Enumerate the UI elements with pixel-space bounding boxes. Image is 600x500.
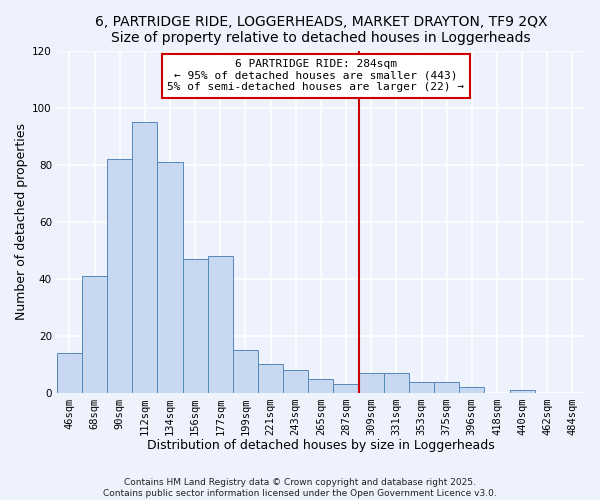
Bar: [182, 259, 208, 393]
Bar: [283, 370, 308, 393]
Bar: [132, 122, 157, 393]
Bar: [258, 364, 283, 393]
X-axis label: Distribution of detached houses by size in Loggerheads: Distribution of detached houses by size …: [147, 440, 495, 452]
Bar: [334, 384, 359, 393]
Bar: [308, 378, 334, 393]
Text: Contains HM Land Registry data © Crown copyright and database right 2025.
Contai: Contains HM Land Registry data © Crown c…: [103, 478, 497, 498]
Bar: [57, 353, 82, 393]
Bar: [384, 373, 409, 393]
Y-axis label: Number of detached properties: Number of detached properties: [15, 124, 28, 320]
Title: 6, PARTRIDGE RIDE, LOGGERHEADS, MARKET DRAYTON, TF9 2QX
Size of property relativ: 6, PARTRIDGE RIDE, LOGGERHEADS, MARKET D…: [95, 15, 547, 45]
Bar: [208, 256, 233, 393]
Bar: [107, 159, 132, 393]
Bar: [82, 276, 107, 393]
Bar: [459, 388, 484, 393]
Bar: [434, 382, 459, 393]
Bar: [509, 390, 535, 393]
Text: 6 PARTRIDGE RIDE: 284sqm
← 95% of detached houses are smaller (443)
5% of semi-d: 6 PARTRIDGE RIDE: 284sqm ← 95% of detach…: [167, 59, 464, 92]
Bar: [359, 373, 384, 393]
Bar: [233, 350, 258, 393]
Bar: [409, 382, 434, 393]
Bar: [157, 162, 182, 393]
